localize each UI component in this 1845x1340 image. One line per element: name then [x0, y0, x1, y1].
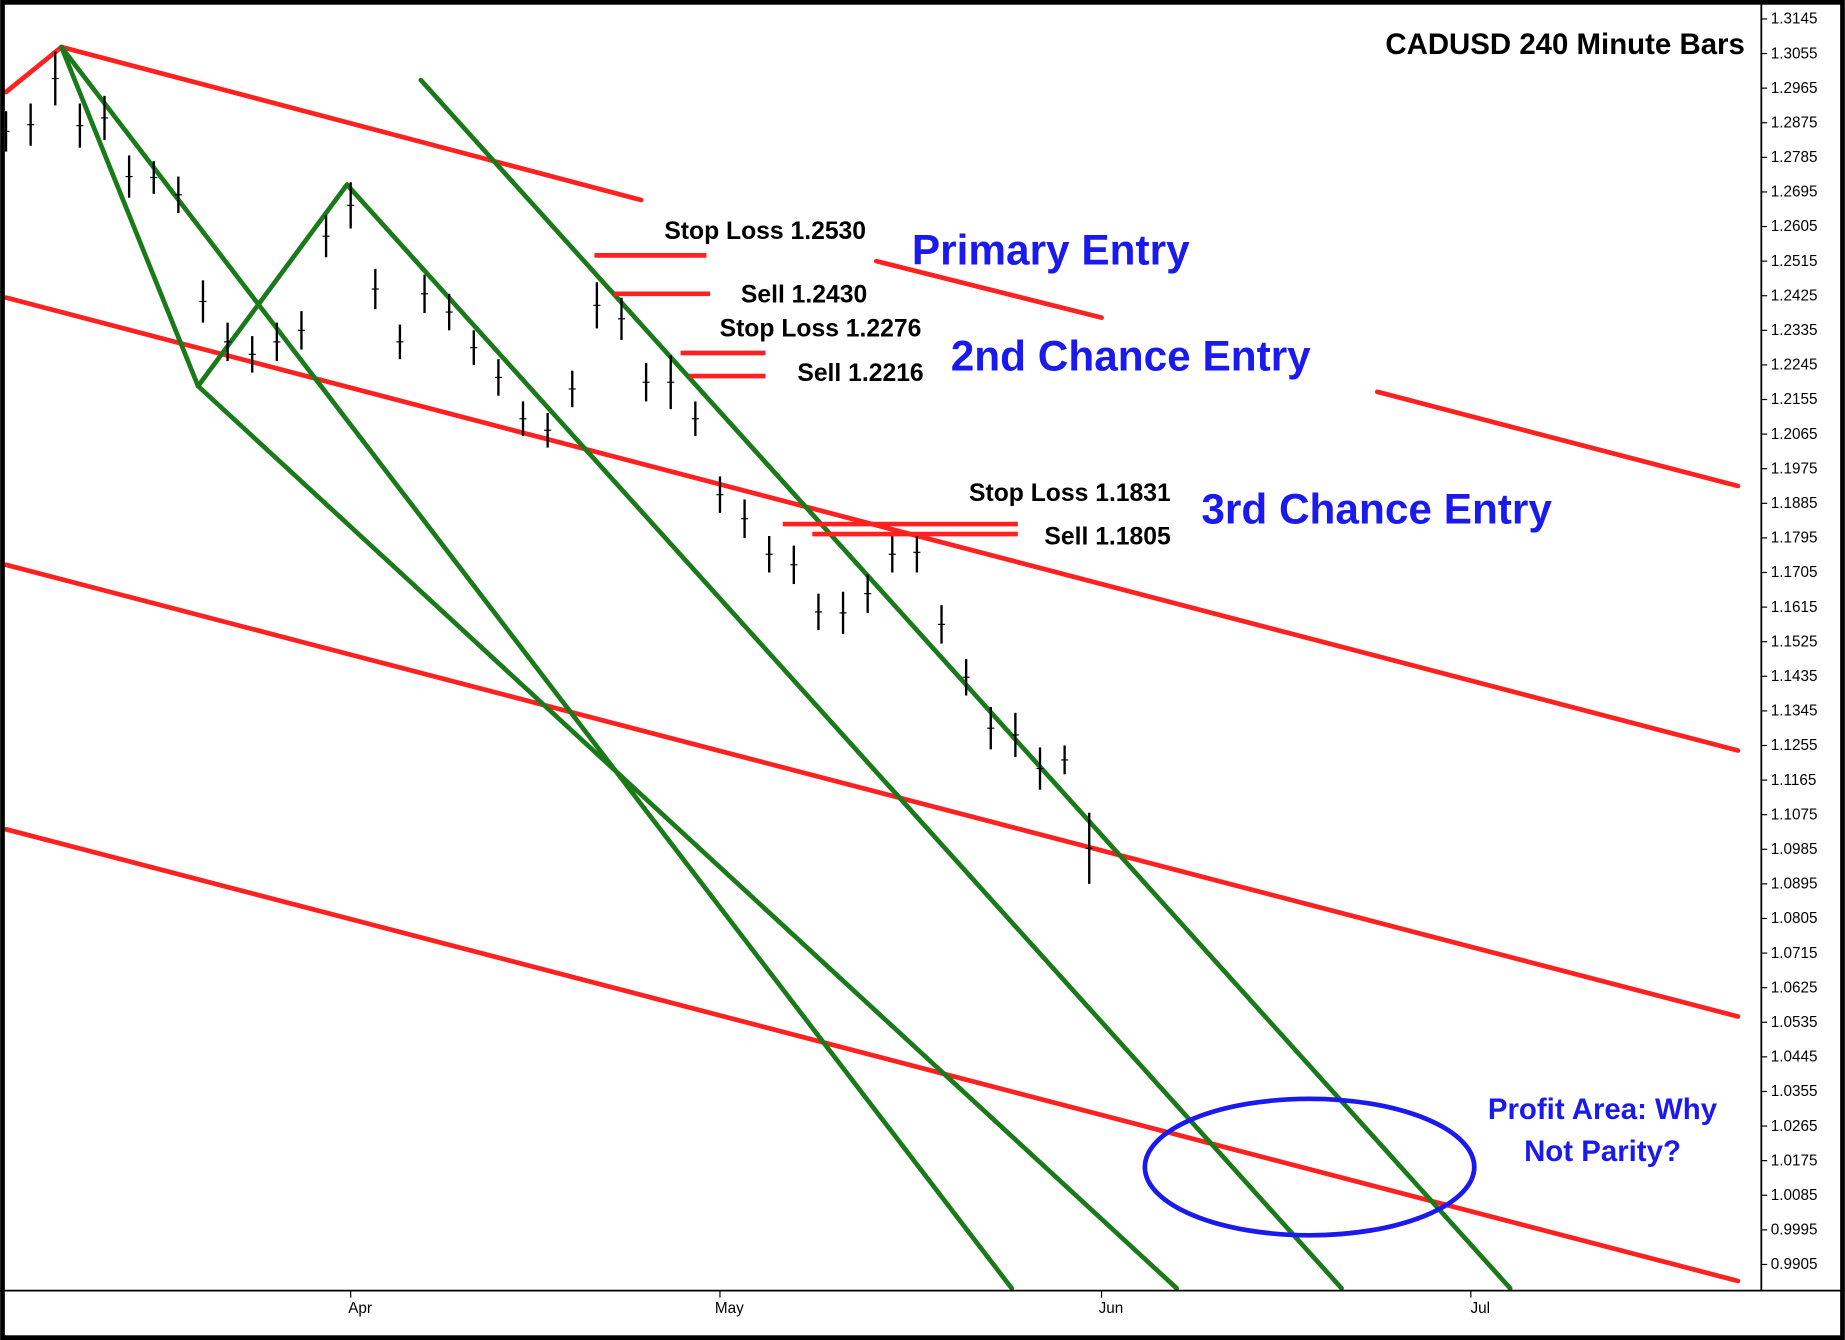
- y-tick-label: 1.1345: [1771, 703, 1818, 720]
- x-tick-label: Jul: [1470, 1300, 1490, 1317]
- y-tick-label: 1.0985: [1771, 841, 1818, 858]
- y-tick-label: 1.2335: [1771, 322, 1818, 339]
- y-tick-label: 1.2965: [1771, 80, 1818, 97]
- entry-annotation: 3rd Chance Entry: [1201, 486, 1552, 533]
- y-tick-label: 1.1975: [1771, 460, 1818, 477]
- trend-line: [195, 383, 1179, 1291]
- level-label: Sell 1.2430: [741, 281, 867, 308]
- x-tick-label: May: [715, 1300, 744, 1317]
- y-tick-label: 1.0535: [1771, 1014, 1818, 1031]
- y-tick-label: 1.0265: [1771, 1118, 1818, 1135]
- trend-line: [3, 44, 64, 95]
- y-tick-label: 0.9905: [1771, 1256, 1818, 1273]
- y-tick-label: 1.0445: [1771, 1049, 1818, 1066]
- y-tick-label: 0.9995: [1771, 1222, 1818, 1239]
- y-tick-label: 1.0355: [1771, 1083, 1818, 1100]
- y-tick-label: 1.0895: [1771, 876, 1818, 893]
- y-tick-label: 1.0085: [1771, 1187, 1818, 1204]
- y-tick-label: 1.1255: [1771, 737, 1818, 754]
- trend-line: [1374, 389, 1741, 489]
- y-tick-label: 1.2695: [1771, 184, 1818, 201]
- trend-line: [344, 182, 1344, 1291]
- y-tick-label: 1.1795: [1771, 530, 1818, 547]
- trend-line: [3, 562, 1741, 1019]
- y-tick-label: 1.0805: [1771, 910, 1818, 927]
- y-tick-label: 1.1705: [1771, 564, 1818, 581]
- y-tick-label: 1.2425: [1771, 287, 1818, 304]
- trend-line: [195, 182, 350, 389]
- y-tick-label: 1.2515: [1771, 253, 1818, 270]
- trend-line: [873, 258, 1104, 320]
- y-tick-label: 1.1435: [1771, 668, 1818, 685]
- y-tick-label: 1.2245: [1771, 357, 1818, 374]
- y-tick-label: 1.2875: [1771, 114, 1818, 131]
- level-label: Sell 1.1805: [1044, 524, 1171, 551]
- y-tick-label: 1.1525: [1771, 633, 1818, 650]
- level-label: Sell 1.2216: [797, 360, 923, 387]
- y-tick-label: 1.1075: [1771, 806, 1818, 823]
- y-tick-label: 1.3145: [1771, 11, 1818, 28]
- y-tick-label: 1.2785: [1771, 149, 1818, 166]
- y-tick-label: 1.2605: [1771, 218, 1818, 235]
- y-tick-label: 1.2065: [1771, 426, 1818, 443]
- trend-line: [59, 44, 644, 203]
- profit-annotation: Profit Area: Why: [1488, 1093, 1718, 1126]
- y-tick-label: 1.3055: [1771, 45, 1818, 62]
- trend-line: [59, 44, 1015, 1291]
- y-tick-label: 1.0715: [1771, 945, 1818, 962]
- entry-annotation: 2nd Chance Entry: [951, 333, 1311, 380]
- level-label: Stop Loss 1.2530: [664, 218, 866, 245]
- x-tick-label: Apr: [348, 1300, 372, 1317]
- y-tick-label: 1.1165: [1771, 772, 1817, 789]
- profit-ellipse: [1142, 1096, 1477, 1238]
- x-tick-label: Jun: [1099, 1300, 1124, 1317]
- y-tick-label: 1.0175: [1771, 1152, 1818, 1169]
- y-tick-label: 1.1615: [1771, 599, 1818, 616]
- entry-annotation: Primary Entry: [912, 227, 1190, 274]
- y-tick-label: 1.2155: [1771, 391, 1818, 408]
- trend-line: [59, 44, 201, 389]
- chart-title: CADUSD 240 Minute Bars: [1385, 28, 1744, 61]
- y-tick-label: 1.0625: [1771, 979, 1818, 996]
- level-label: Stop Loss 1.2276: [720, 315, 922, 342]
- profit-annotation: Not Parity?: [1524, 1135, 1681, 1168]
- y-tick-label: 1.1885: [1771, 495, 1818, 512]
- level-label: Stop Loss 1.1831: [969, 480, 1171, 507]
